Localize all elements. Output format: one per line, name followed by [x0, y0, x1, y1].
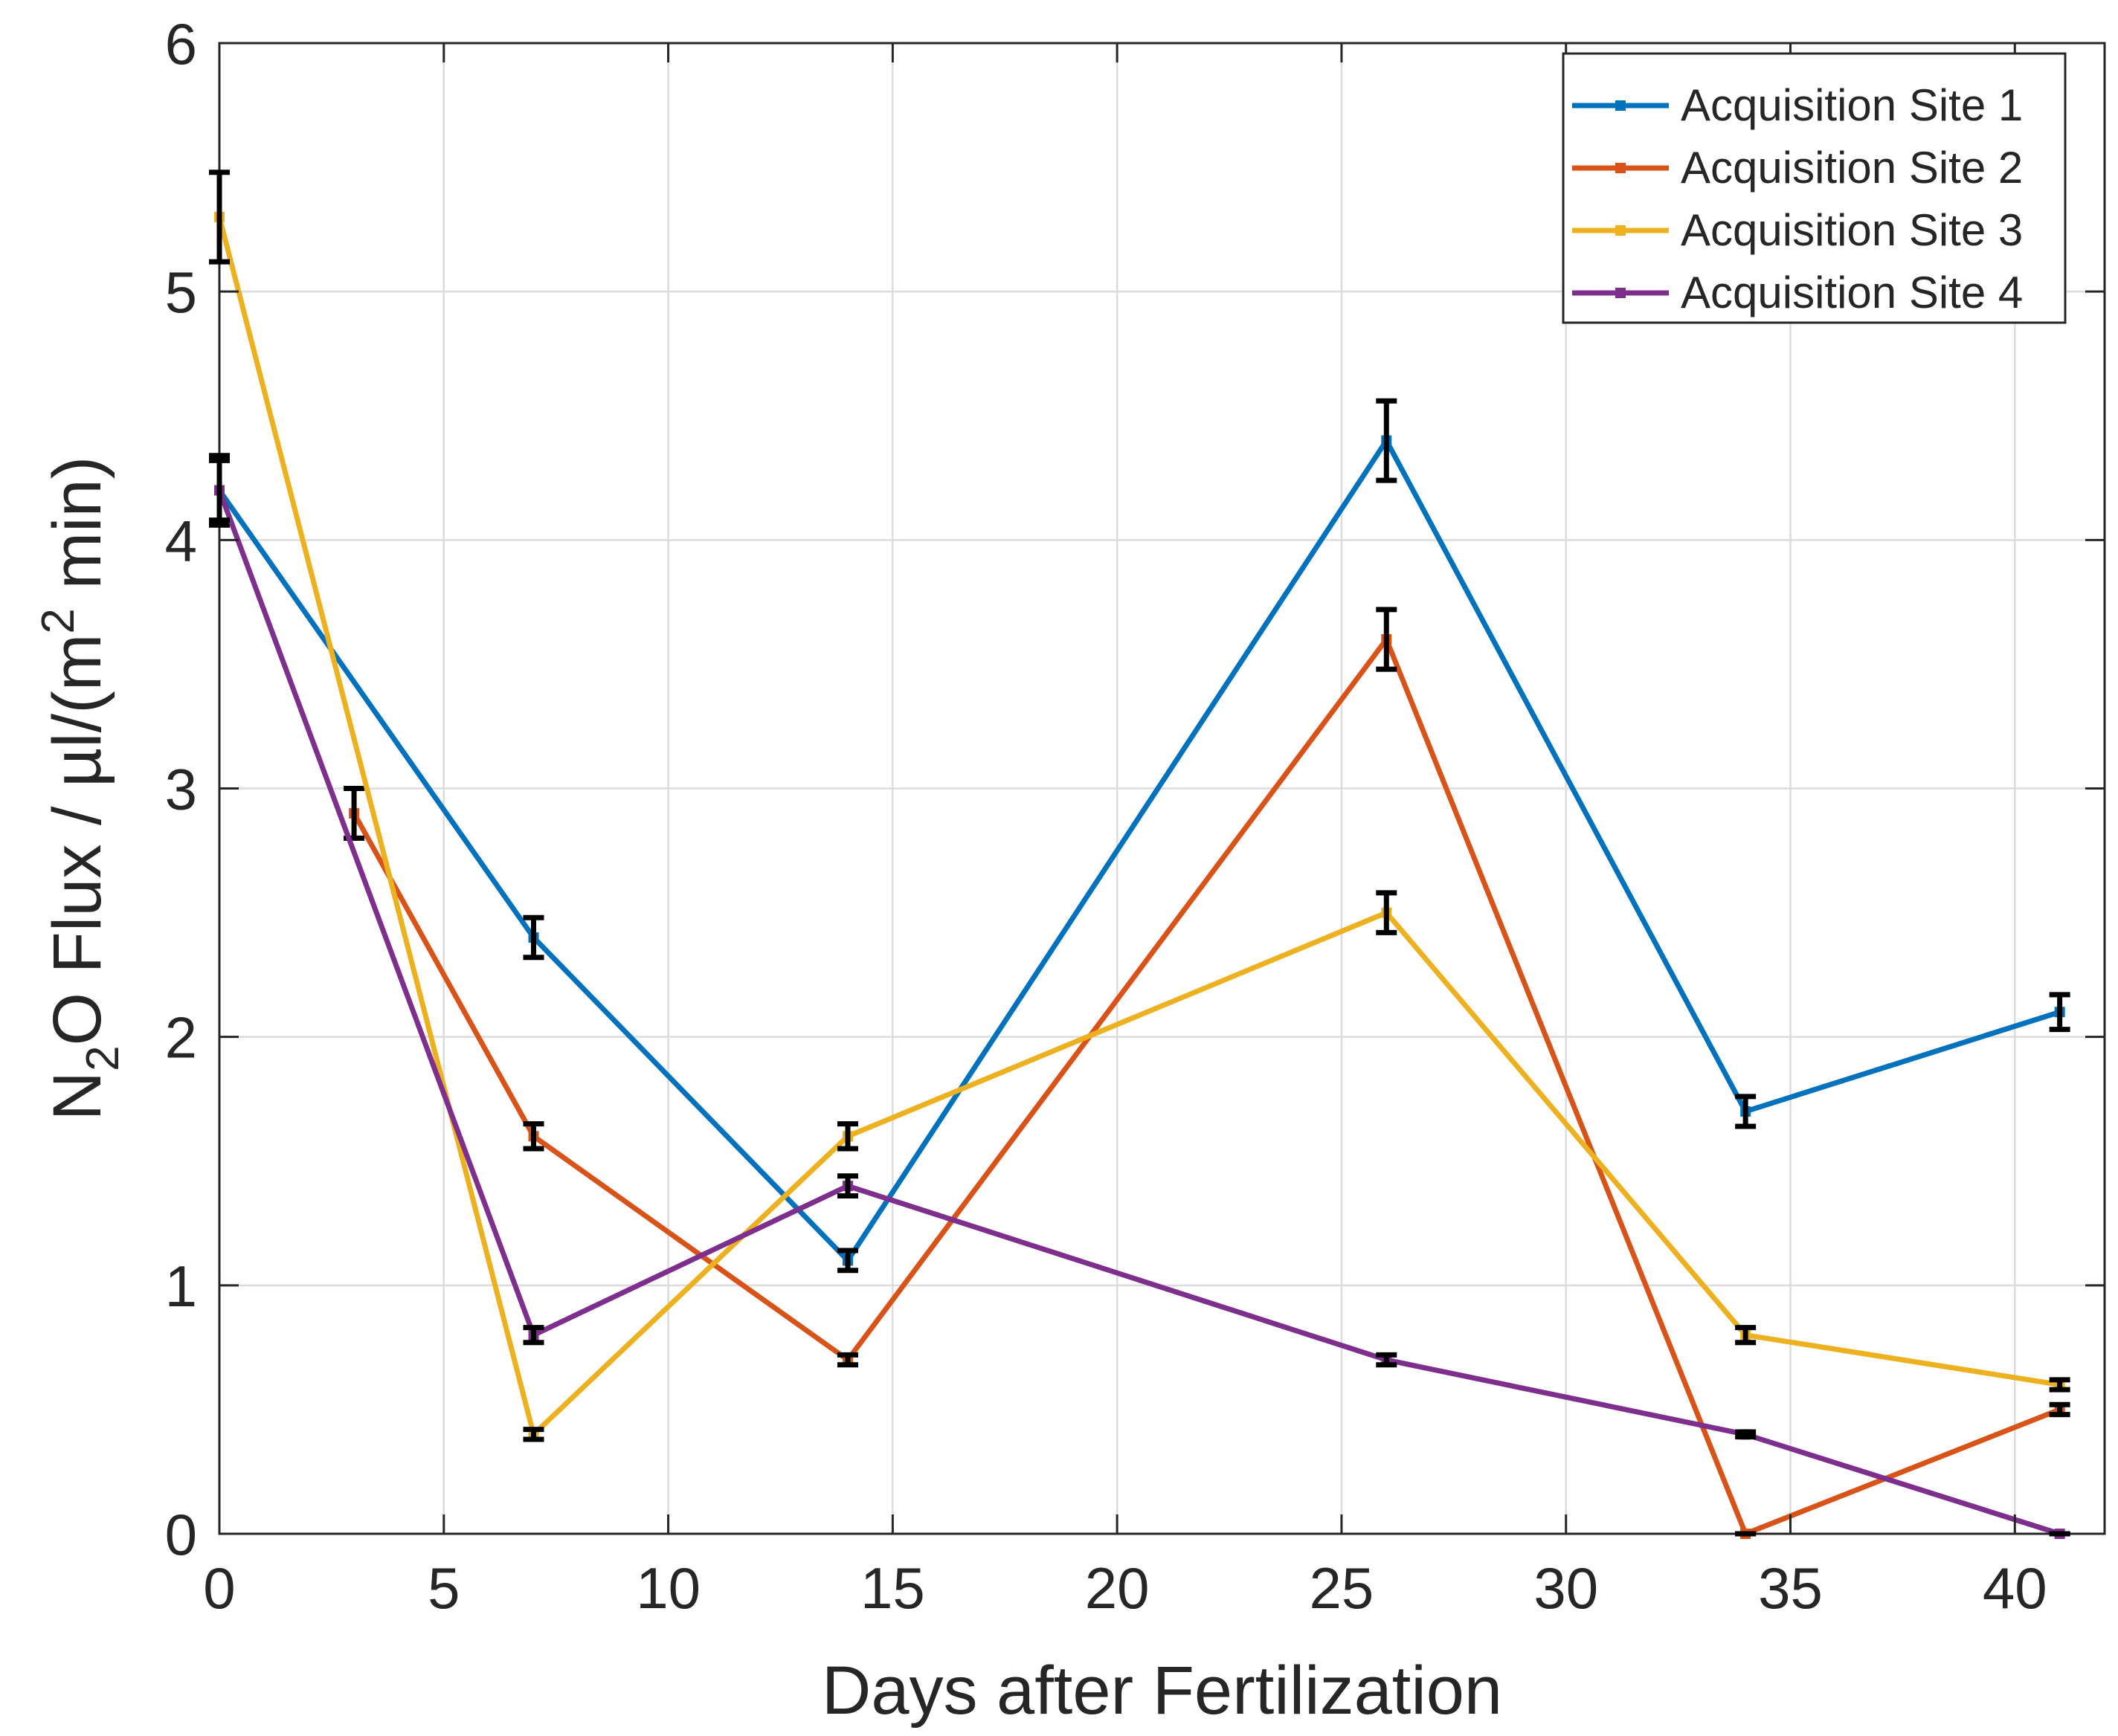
- series-2: [344, 607, 2070, 1539]
- x-axis-title: Days after Fertilization: [822, 1653, 1502, 1729]
- legend-item: Acquisition Site 3: [1572, 205, 2023, 255]
- error-bar: [1735, 1094, 1757, 1129]
- error-bar: [1376, 890, 1397, 935]
- x-tick-label: 15: [860, 1555, 925, 1621]
- error-bar: [523, 1325, 544, 1346]
- error-bar: [523, 914, 544, 961]
- x-tick-label: 20: [1085, 1555, 1150, 1621]
- legend-item: Acquisition Site 4: [1572, 268, 2023, 317]
- axes-ticks: 0 5 10 15 20 25 30 35 40 0 1 2 3 4 5 6: [165, 11, 2105, 1621]
- error-bar: [2049, 1377, 2070, 1393]
- legend-label: Acquisition Site 4: [1681, 268, 2023, 317]
- legend-label: Acquisition Site 1: [1681, 80, 2023, 130]
- x-tick-label: 40: [1983, 1555, 2047, 1621]
- error-bar: [523, 1121, 544, 1152]
- y-tick-label: 2: [165, 1005, 197, 1071]
- y-tick-label: 5: [165, 259, 197, 325]
- x-tick-label: 5: [428, 1555, 460, 1621]
- x-tick-label: 35: [1758, 1555, 1823, 1621]
- legend-label: Acquisition Site 2: [1681, 143, 2023, 193]
- legend-swatch-marker: [1615, 288, 1626, 298]
- legend: Acquisition Site 1 Acquisition Site 2 Acqu…: [1562, 52, 2067, 324]
- y-tick-label: 3: [165, 757, 197, 822]
- y-axis-title-n: N: [39, 1071, 115, 1120]
- y-axis-title-mid: O Flux / µl/(m: [39, 634, 115, 1046]
- legend-box: [1562, 52, 2067, 324]
- y-tick-label: 1: [165, 1253, 197, 1319]
- y-tick-label: 6: [165, 11, 197, 77]
- error-bar: [209, 170, 230, 265]
- series-4: [209, 457, 2070, 1539]
- legend-swatch-marker: [1615, 225, 1626, 236]
- x-tick-label: 30: [1533, 1555, 1598, 1621]
- legend-label: Acquisition Site 3: [1681, 205, 2023, 255]
- error-bar: [837, 1121, 858, 1152]
- legend-swatch-marker: [1615, 163, 1626, 173]
- legend-swatch-marker: [1615, 100, 1626, 111]
- error-bar: [1735, 1429, 1757, 1440]
- y-axis-title-end: min): [39, 456, 115, 608]
- error-bar: [1735, 1325, 1757, 1346]
- y-tick-label: 4: [165, 508, 197, 573]
- error-bar: [837, 1173, 858, 1199]
- x-tick-label: 10: [636, 1555, 701, 1621]
- error-bar: [2049, 1401, 2070, 1418]
- y-tick-label: 0: [165, 1502, 197, 1567]
- legend-item: Acquisition Site 2: [1572, 143, 2023, 193]
- error-bar: [1376, 1352, 1397, 1368]
- series-line: [216, 216, 2061, 1437]
- series-line: [217, 438, 2061, 1263]
- series-3: [209, 170, 2070, 1442]
- error-bar: [209, 457, 230, 523]
- error-bar: [523, 1427, 544, 1442]
- series-line: [352, 636, 2061, 1537]
- error-bar: [1376, 398, 1397, 483]
- error-bar: [1376, 607, 1397, 672]
- series-line: [216, 489, 2061, 1537]
- error-bar: [837, 1352, 858, 1368]
- error-bar: [2049, 992, 2070, 1033]
- legend-item: Acquisition Site 1: [1572, 80, 2023, 130]
- x-tick-label: 25: [1310, 1555, 1374, 1621]
- series-layer: [209, 170, 2070, 1539]
- error-bar: [837, 1248, 858, 1274]
- y-axis-title: N2O Flux / µl/(m2 min): [33, 456, 129, 1121]
- y-axis-title-sup: 2: [33, 608, 84, 633]
- x-tick-label: 0: [203, 1555, 235, 1621]
- y-axis-title-sub: 2: [77, 1045, 129, 1071]
